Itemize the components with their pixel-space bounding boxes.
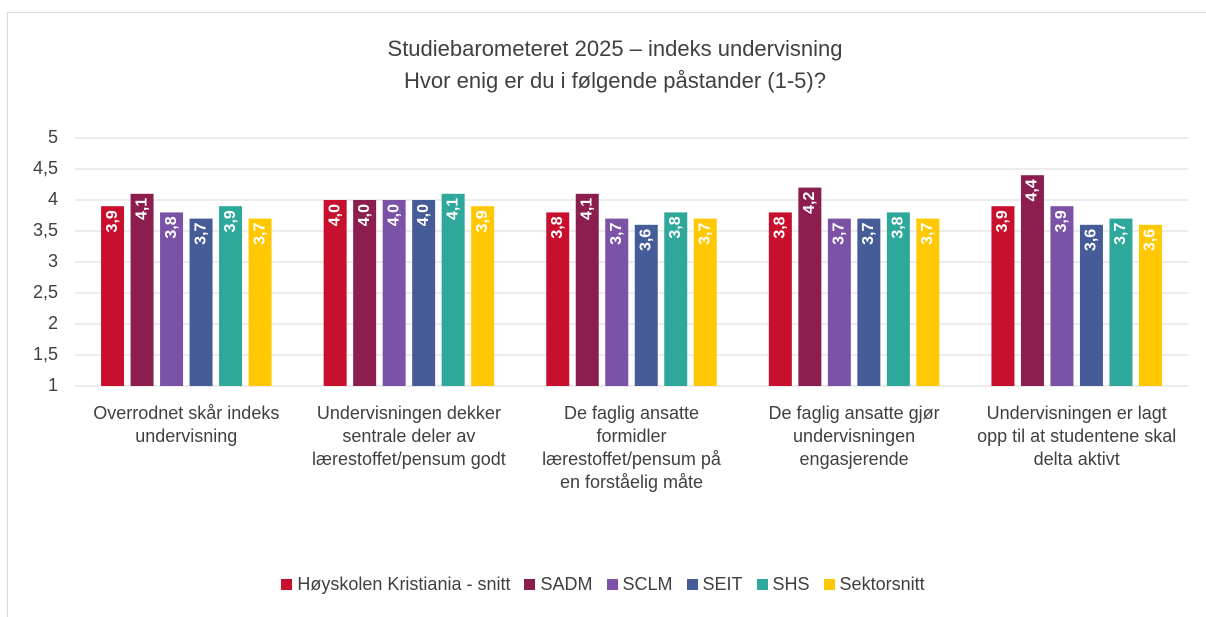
bar xyxy=(886,212,910,386)
bar xyxy=(605,218,629,386)
data-label: 4,4 xyxy=(1024,179,1041,201)
y-tick-label: 4,5 xyxy=(33,158,58,178)
legend-label: Høyskolen Kristiania - snitt xyxy=(297,574,511,594)
data-label: 3,7 xyxy=(860,223,877,245)
bar xyxy=(248,218,272,386)
legend-swatch xyxy=(686,579,698,590)
data-label: 3,9 xyxy=(994,210,1011,232)
bar xyxy=(1138,224,1162,386)
y-tick-label: 1,5 xyxy=(33,344,58,364)
y-tick-label: 2 xyxy=(48,313,58,333)
data-label: 3,8 xyxy=(163,216,180,238)
data-label: 3,7 xyxy=(919,223,936,245)
legend-item: SADM xyxy=(524,574,593,595)
bar xyxy=(1020,175,1044,386)
bar xyxy=(219,206,243,386)
legend-swatch xyxy=(281,579,293,590)
data-label: 3,8 xyxy=(772,216,789,238)
data-label: 3,7 xyxy=(1112,223,1129,245)
data-label: 3,8 xyxy=(667,216,684,238)
data-label: 4,0 xyxy=(415,204,432,226)
y-tick-label: 3 xyxy=(48,251,58,271)
data-label: 3,7 xyxy=(831,223,848,245)
data-label: 3,7 xyxy=(192,223,209,245)
bar xyxy=(546,212,570,386)
bar xyxy=(130,193,154,386)
bar xyxy=(916,218,940,386)
bar xyxy=(160,212,184,386)
bar xyxy=(1050,206,1074,386)
legend-item: SCLM xyxy=(606,574,673,595)
legend-item: SHS xyxy=(756,574,810,595)
bar xyxy=(768,212,792,386)
data-label: 3,9 xyxy=(474,210,491,232)
data-label: 4,0 xyxy=(326,204,343,226)
data-label: 3,7 xyxy=(608,223,625,245)
bar xyxy=(798,187,822,386)
bar xyxy=(827,218,851,386)
data-label: 3,7 xyxy=(251,223,268,245)
x-tick-label: De faglig ansatte formidler lærestoffet/… xyxy=(542,403,721,492)
data-label: 3,6 xyxy=(637,229,654,251)
x-tick-label: De faglig ansatte gjør undervisningen en… xyxy=(768,403,940,469)
legend-label: Sektorsnitt xyxy=(839,574,925,594)
data-label: 3,6 xyxy=(1142,229,1159,251)
data-label: 3,9 xyxy=(222,210,239,232)
x-tick-label: Overrodnet skår indeks undervisning xyxy=(93,403,280,446)
bar xyxy=(471,206,495,386)
chart-subtitle: Hvor enig er du i følgende påstander (1-… xyxy=(404,68,826,93)
x-tick-label: Undervisningen er lagt opp til at studen… xyxy=(977,403,1177,469)
bar xyxy=(412,200,436,386)
y-tick-label: 5 xyxy=(48,127,58,147)
legend-swatch xyxy=(823,579,835,590)
data-label: 3,7 xyxy=(696,223,713,245)
legend-label: SADM xyxy=(540,574,593,594)
legend-swatch xyxy=(756,579,768,590)
bar xyxy=(189,218,213,386)
bar xyxy=(441,193,465,386)
bar xyxy=(991,206,1015,386)
x-tick-label: Undervisningen dekker sentrale deler av … xyxy=(312,403,506,469)
data-label: 3,8 xyxy=(549,216,566,238)
bar xyxy=(101,206,125,386)
data-label: 4,0 xyxy=(356,204,373,226)
legend-label: SHS xyxy=(772,574,810,594)
data-label: 3,9 xyxy=(104,210,121,232)
legend-label: SCLM xyxy=(622,574,673,594)
bar xyxy=(382,200,406,386)
bar xyxy=(1079,224,1103,386)
data-label: 4,2 xyxy=(801,192,818,214)
bar xyxy=(323,200,347,386)
legend-item: Sektorsnitt xyxy=(823,574,925,595)
bar xyxy=(693,218,717,386)
bar xyxy=(575,193,599,386)
data-label: 4,1 xyxy=(444,198,461,220)
chart-title: Studiebarometeret 2025 – indeks undervis… xyxy=(388,36,843,61)
bar xyxy=(857,218,881,386)
bar xyxy=(1109,218,1133,386)
y-tick-label: 2,5 xyxy=(33,282,58,302)
data-label: 4,1 xyxy=(578,198,595,220)
data-label: 3,6 xyxy=(1083,229,1100,251)
legend: Høyskolen Kristiania - snitt SADM SCLM SEIT… xyxy=(0,574,1206,595)
legend-swatch xyxy=(606,579,618,590)
bar xyxy=(634,224,658,386)
chart-frame xyxy=(7,12,1206,617)
legend-item: SEIT xyxy=(686,574,743,595)
y-tick-label: 4 xyxy=(48,189,58,209)
data-label: 3,9 xyxy=(1053,210,1070,232)
data-label: 4,0 xyxy=(385,204,402,226)
legend-label: SEIT xyxy=(702,574,743,594)
data-label: 4,1 xyxy=(133,198,150,220)
legend-swatch xyxy=(524,579,536,590)
y-tick-label: 1 xyxy=(48,375,58,395)
y-tick-label: 3,5 xyxy=(33,220,58,240)
bar xyxy=(664,212,688,386)
data-label: 3,8 xyxy=(890,216,907,238)
legend-item: Høyskolen Kristiania - snitt xyxy=(281,574,510,595)
bar xyxy=(353,200,377,386)
